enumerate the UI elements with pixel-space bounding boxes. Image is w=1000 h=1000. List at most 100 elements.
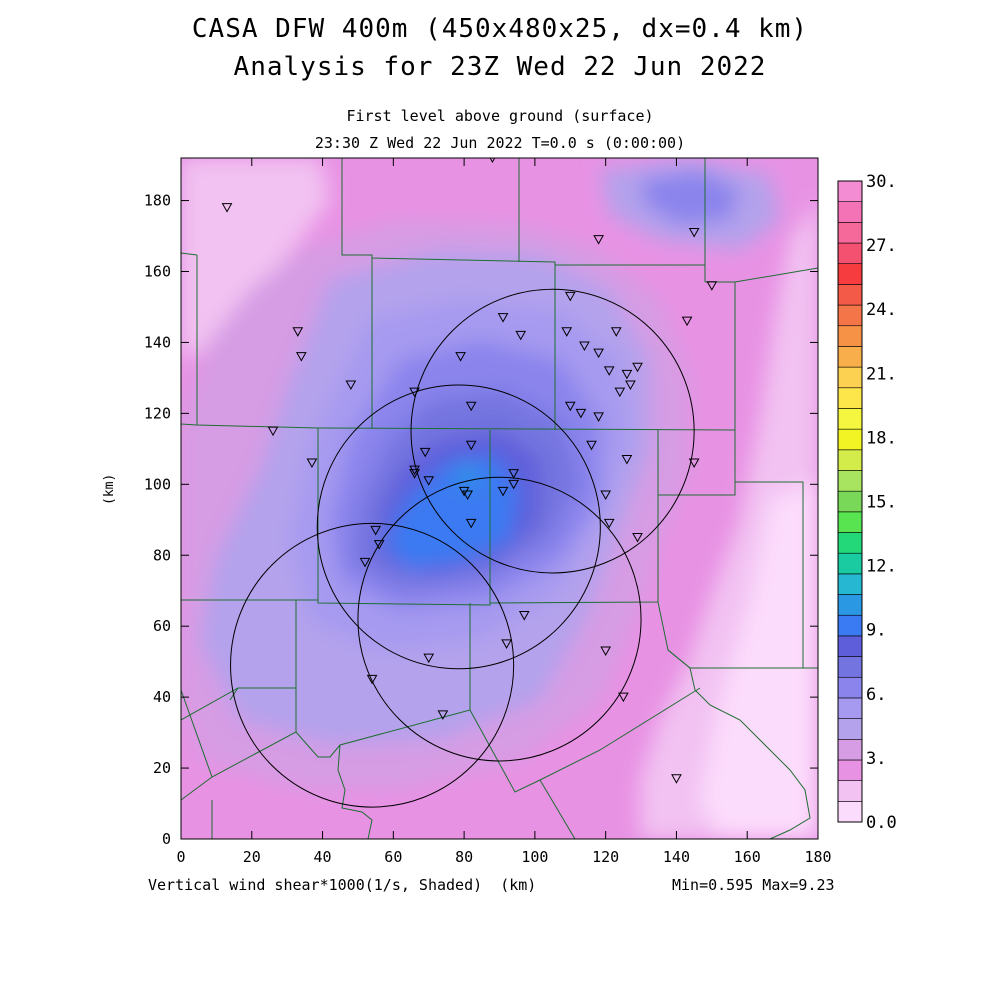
station-marker bbox=[575, 408, 587, 419]
x-tick-label: 40 bbox=[314, 848, 332, 866]
station-marker bbox=[267, 426, 279, 437]
x-tick-label: 180 bbox=[804, 848, 831, 866]
x-tick-label: 100 bbox=[521, 848, 548, 866]
colorbar: 0.0 3. 6. 9. 12. 15. 18. 21. 24. 27. 30. bbox=[837, 172, 897, 833]
colorbar-swatch bbox=[837, 408, 863, 430]
colorbar-swatch bbox=[837, 325, 863, 347]
station-markers bbox=[221, 158, 718, 784]
min-max-readout: Min=0.595 Max=9.23 bbox=[672, 876, 835, 894]
station-marker bbox=[501, 639, 512, 649]
station-marker bbox=[579, 341, 590, 352]
radar-range-rings bbox=[230, 288, 695, 808]
colorbar-swatch bbox=[837, 780, 863, 802]
station-marker bbox=[564, 291, 576, 302]
colorbar-swatch bbox=[837, 366, 863, 389]
station-marker bbox=[515, 330, 527, 341]
station-marker bbox=[465, 440, 477, 451]
colorbar-swatch bbox=[837, 449, 863, 471]
station-marker bbox=[423, 476, 435, 486]
y-tick-label: 120 bbox=[144, 404, 171, 422]
station-marker bbox=[455, 352, 466, 362]
station-marker bbox=[465, 518, 477, 529]
station-marker bbox=[593, 235, 604, 245]
station-marker bbox=[462, 490, 474, 500]
y-tick-label: 40 bbox=[153, 688, 171, 706]
station-marker bbox=[688, 458, 700, 469]
y-tick-label: 140 bbox=[144, 333, 171, 351]
station-marker bbox=[373, 540, 385, 550]
colorbar-swatch bbox=[837, 511, 863, 533]
station-marker bbox=[345, 380, 357, 391]
colorbar-swatch bbox=[837, 263, 863, 285]
radar-ring bbox=[357, 476, 642, 762]
colorbar-swatch bbox=[837, 532, 863, 554]
station-marker bbox=[593, 348, 604, 359]
station-marker bbox=[681, 316, 693, 327]
colorbar-swatch bbox=[837, 490, 863, 513]
station-marker bbox=[600, 646, 612, 657]
station-marker bbox=[593, 412, 604, 422]
county-boundaries bbox=[181, 158, 818, 839]
colorbar-swatch bbox=[837, 284, 863, 306]
station-marker bbox=[359, 557, 371, 568]
station-marker bbox=[600, 490, 612, 500]
colorbar-swatch bbox=[837, 635, 863, 657]
station-marker bbox=[586, 440, 597, 451]
station-marker bbox=[518, 611, 530, 621]
y-tick-label: 100 bbox=[144, 475, 171, 493]
x-tick-label: 0 bbox=[176, 848, 185, 866]
colorbar-swatch bbox=[837, 759, 863, 781]
colorbar-swatch bbox=[837, 697, 863, 719]
y-tick-label: 20 bbox=[153, 759, 171, 777]
station-marker bbox=[610, 327, 622, 337]
station-marker bbox=[497, 486, 509, 497]
colorbar-swatch bbox=[837, 180, 863, 202]
station-marker bbox=[621, 454, 633, 465]
colorbar-swatch bbox=[837, 346, 863, 368]
y-tick-label: 0 bbox=[162, 830, 171, 848]
station-marker bbox=[603, 366, 615, 376]
station-marker bbox=[497, 313, 509, 323]
station-marker bbox=[621, 369, 633, 380]
x-tick-label: 60 bbox=[384, 848, 402, 866]
station-marker bbox=[688, 227, 700, 238]
y-tick-label: 180 bbox=[144, 192, 171, 210]
colorbar-swatch bbox=[837, 242, 863, 265]
x-axis-label: (km) bbox=[500, 876, 537, 894]
colorbar-label: 30. bbox=[866, 172, 897, 192]
station-marker bbox=[221, 203, 233, 213]
field-name: Vertical wind shear*1000(1/s, Shaded) bbox=[148, 876, 483, 894]
colorbar-label: 6. bbox=[866, 685, 886, 705]
colorbar-swatch bbox=[837, 594, 863, 616]
station-marker bbox=[465, 401, 477, 412]
station-marker bbox=[409, 387, 420, 398]
map-subtitle: Analysis for 23Z Wed 22 Jun 2022 bbox=[233, 52, 767, 82]
station-marker bbox=[508, 469, 520, 479]
colorbar-swatch bbox=[837, 718, 863, 740]
x-tick-label: 20 bbox=[243, 848, 261, 866]
y-tick-label: 60 bbox=[153, 617, 171, 635]
station-marker bbox=[370, 525, 381, 536]
radar-ring bbox=[410, 288, 695, 574]
colorbar-label: 3. bbox=[866, 749, 886, 769]
station-marker bbox=[437, 710, 449, 720]
station-marker bbox=[632, 533, 643, 543]
colorbar-swatch bbox=[837, 573, 863, 595]
station-marker bbox=[706, 281, 718, 291]
y-tick-label: 160 bbox=[144, 263, 171, 281]
y-tick-label: 80 bbox=[153, 546, 171, 564]
station-marker bbox=[671, 774, 682, 784]
colorbar-swatch bbox=[837, 656, 863, 678]
station-marker bbox=[603, 518, 615, 529]
field-description: Vertical wind shear*1000(1/s, Shaded) (k… bbox=[148, 876, 536, 894]
colorbar-swatch bbox=[837, 614, 863, 637]
colorbar-label: 27. bbox=[866, 236, 897, 256]
station-marker bbox=[614, 387, 626, 398]
colorbar-label: 21. bbox=[866, 364, 897, 384]
map-title: CASA DFW 400m (450x480x25, dx=0.4 km) bbox=[191, 14, 809, 44]
station-marker bbox=[632, 362, 643, 373]
colorbar-swatch bbox=[837, 428, 863, 451]
colorbar-swatch bbox=[837, 387, 863, 409]
colorbar-swatch bbox=[837, 801, 863, 823]
